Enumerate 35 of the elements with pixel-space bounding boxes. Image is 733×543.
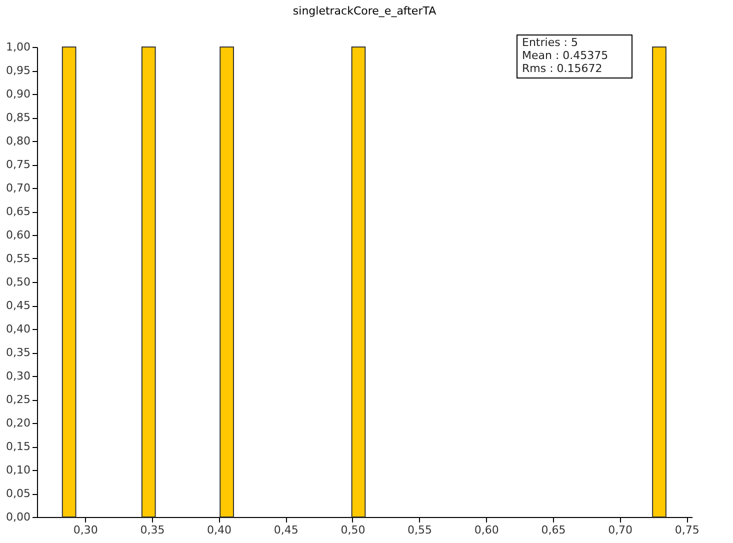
x-tick-label: 0,30 <box>73 524 98 536</box>
y-tick-label: 1,00 <box>6 40 30 54</box>
y-tick-label: 0,65 <box>6 205 30 218</box>
y-tick-label: 0,40 <box>6 322 30 336</box>
x-tick-label: 0,55 <box>408 524 432 536</box>
y-tick-label: 0,20 <box>6 416 30 430</box>
x-tick-label: 0,50 <box>340 524 366 536</box>
y-tick-label: 0,75 <box>6 158 30 171</box>
y-tick-label: 0,45 <box>6 299 30 312</box>
y-tick-label: 0,70 <box>6 182 30 194</box>
x-tick-label: 0,70 <box>608 524 633 536</box>
y-tick-label: 0,60 <box>6 228 30 242</box>
annotation: Entries : 5 <box>522 36 578 49</box>
y-tick-label: 0,05 <box>6 487 30 500</box>
y-tick-label: 0,30 <box>6 370 30 382</box>
y-tick-label: 0,50 <box>6 276 30 288</box>
x-tick-label: 0,35 <box>140 524 165 536</box>
y-tick-label: 0,10 <box>6 464 30 476</box>
y-tick-label: 0,35 <box>6 346 30 359</box>
x-tick-label: 0,65 <box>541 524 566 536</box>
x-tick-label: 0,60 <box>474 524 499 536</box>
y-tick-label: 0,25 <box>6 393 30 406</box>
y-tick-label: 0,90 <box>6 88 30 100</box>
y-tick-label: 0,00 <box>6 510 30 524</box>
y-tick-label: 0,55 <box>6 252 30 265</box>
y-tick-label: 0,80 <box>6 134 30 148</box>
x-tick-label: 0,40 <box>207 524 232 536</box>
chart-title: singletrackCore_e_afterTA <box>292 4 437 18</box>
x-tick-label: 0,75 <box>674 524 700 536</box>
y-tick-label: 0,95 <box>6 64 30 77</box>
x-tick-label: 0,45 <box>274 524 298 536</box>
y-tick-label: 0,85 <box>6 111 30 124</box>
annotation: Mean : 0.45375 <box>522 49 608 62</box>
annotation: Rms : 0.15672 <box>522 62 602 75</box>
y-tick-label: 0,15 <box>6 440 30 453</box>
